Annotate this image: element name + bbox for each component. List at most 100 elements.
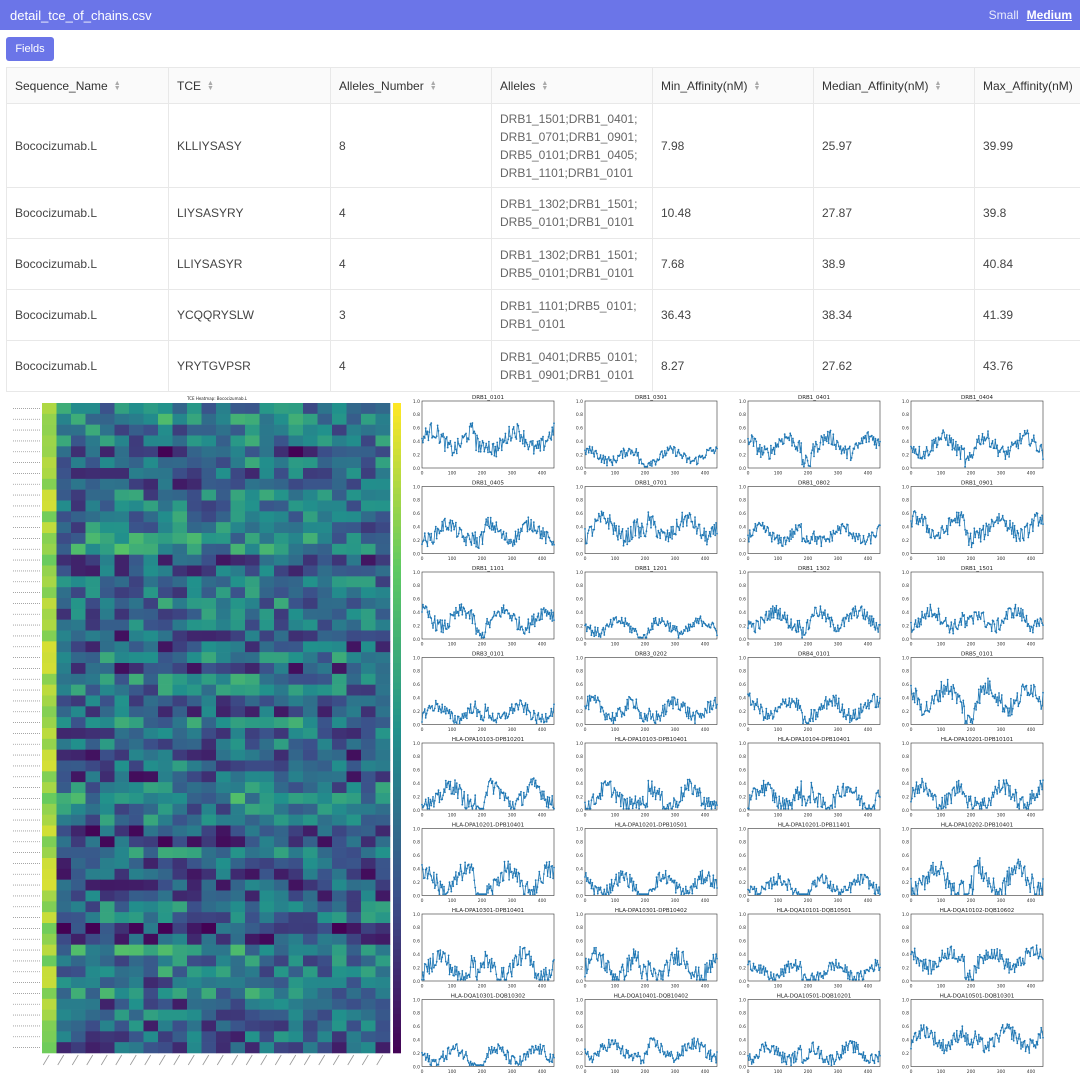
y-tick-label: 1.0 [413,997,420,1003]
x-tick-label: 400 [1027,813,1036,819]
x-tick-label: 0 [910,984,913,990]
x-tick-label: 100 [937,642,946,648]
y-tick-label: 0.4 [739,439,746,445]
table-row[interactable]: Bococizumab.L KLLIYSASY 8 DRB1_1501;DRB1_04… [6,103,1080,188]
x-tick-label: 200 [967,898,976,904]
y-tick-label: 0.8 [902,840,909,846]
y-tick-label: 0.4 [902,439,909,445]
table-cell: 38.9 [813,238,975,290]
x-tick-label: 300 [997,642,1006,648]
y-tick-label: 1.0 [413,655,420,661]
column-header-median-affinity-nm[interactable]: Median_Affinity(nM) ▲ ▼ [813,67,975,104]
column-header-min-affinity-nm[interactable]: Min_Affinity(nM) ▲ ▼ [652,67,814,104]
series-points [910,603,1044,635]
y-tick-label: 0.0 [576,1064,583,1070]
data-table: Sequence_Name ▲ ▼ TCE ▲ ▼ Alleles_Number ▲ ▼ Alle… [6,67,1080,393]
sort-icon[interactable]: ▲▼ [113,80,121,93]
x-tick-label: 400 [1027,984,1036,990]
size-medium-option[interactable]: Medium [1026,8,1072,22]
y-tick-label: 0.2 [576,709,583,715]
x-tick-label: 400 [538,1069,547,1075]
column-header-sequence-name[interactable]: Sequence_Name ▲ ▼ [6,67,169,104]
y-tick-label: 0.4 [902,1038,909,1044]
x-tick-label: 400 [538,471,547,477]
table-row[interactable]: Bococizumab.L YCQQRYSLW 3 DRB1_1101;DRB5_01… [6,289,1080,341]
fields-button[interactable]: Fields [6,37,54,61]
y-tick-label: 0.6 [413,1024,420,1030]
y-tick-label: 0.0 [902,893,909,899]
x-tick-label: 300 [508,984,517,990]
x-tick-label: 0 [910,727,913,733]
allele-chart-drb3-0202: DRB3_0202 0.0 0.2 0.4 0.6 0.8 1.0 0 100 200 300 400 [576,652,718,733]
sort-icon[interactable]: ▲▼ [429,80,437,93]
column-header-alleles-number[interactable]: Alleles_Number ▲ ▼ [330,67,492,104]
series-points [747,429,881,468]
chart-frame [421,742,555,811]
y-tick-label: 0.4 [413,867,420,873]
x-tick-label: 0 [910,642,913,648]
x-tick-label: 300 [834,727,843,733]
allele-chart-hla-dpa10201-dpb11401: HLA-DPA10201-DPB11401 0.0 0.2 0.4 0.6 0.8 1.0 0… [739,823,881,904]
y-tick-label: 0.0 [902,808,909,814]
x-tick-label: 100 [774,727,783,733]
size-small-option[interactable]: Small [988,8,1019,22]
table-cell: 7.68 [652,238,814,290]
table-cell: 8.27 [652,340,814,392]
sort-icon[interactable]: ▲▼ [1079,80,1080,92]
y-tick-label: 0.6 [413,682,420,688]
series-points [910,1023,1044,1055]
allele-chart-drb1-0401: DRB1_0401 0.0 0.2 0.4 0.6 0.8 1.0 0 100 200 300 400 [739,395,881,477]
allele-chart-hla-dpa10201-dpb10501: HLA-DPA10201-DPB10501 0.0 0.2 0.4 0.6 0.8 1.0 0… [576,823,718,904]
y-tick-label: 1.0 [902,997,909,1003]
x-tick-label: 100 [448,471,457,477]
series-points [910,510,1044,549]
x-tick-label: 100 [937,813,946,819]
x-tick-label: 0 [421,984,424,990]
column-header-label: Alleles_Number [339,78,424,93]
x-tick-label: 200 [967,642,976,648]
y-tick-label: 0.4 [413,610,420,616]
y-tick-label: 0.0 [739,551,746,557]
x-tick-label: 200 [804,984,813,990]
y-tick-label: 0.6 [413,939,420,945]
table-cell: 43.76 [974,340,1080,392]
allele-chart-drb1-1201: DRB1_1201 0.0 0.2 0.4 0.6 0.8 1.0 0 100 200 300 400 [576,566,718,648]
x-tick-label: 100 [611,642,620,648]
x-tick-label: 0 [421,556,424,562]
column-header-max-affinity-nm[interactable]: Max_Affinity(nM) ▲▼ [974,67,1080,104]
sort-icon[interactable]: ▲▼ [207,80,214,93]
y-tick-label: 0.4 [902,867,909,873]
y-tick-label: 0.4 [739,525,746,531]
x-tick-label: 400 [538,556,547,562]
y-tick-label: 0.8 [576,669,583,675]
x-tick-label: 100 [937,471,946,477]
allele-chart-drb1-0901: DRB1_0901 0.0 0.2 0.4 0.6 0.8 1.0 0 100 200 300 400 [902,481,1044,562]
table-row[interactable]: Bococizumab.L YRYTGVPSR 4 DRB1_0401;DRB5_01… [6,340,1080,392]
sort-icon[interactable]: ▲▼ [541,80,549,93]
x-tick-label: 400 [701,984,710,990]
series-points [421,516,555,549]
column-header-alleles[interactable]: Alleles ▲ ▼ [491,67,653,104]
sort-icon[interactable]: ▲▼ [934,80,942,93]
x-tick-label: 100 [774,813,783,819]
x-tick-label: 200 [478,984,487,990]
y-tick-label: 1.0 [739,484,746,490]
table-row[interactable]: Bococizumab.L LLIYSASYR 4 DRB1_1302;DRB1_15… [6,238,1080,290]
y-tick-label: 0.4 [739,1038,746,1044]
chart-frame [747,400,881,469]
y-tick-label: 0.2 [413,538,420,544]
y-tick-label: 0.2 [413,452,420,458]
chart-frame [584,999,718,1067]
sort-icon[interactable]: ▲▼ [753,80,761,93]
chart-title: HLA-DPA10103-DPB10401 [615,737,687,743]
chart-title: HLA-DPA10104-DPB10401 [778,737,850,743]
y-tick-label: 0.2 [576,880,583,886]
x-tick-label: 300 [508,813,517,819]
y-tick-label: 0.6 [739,426,746,432]
table-cell: 8 [330,103,492,188]
y-tick-label: 1.0 [739,826,746,832]
column-header-tce[interactable]: TCE ▲ ▼ [168,67,331,104]
y-tick-label: 1.0 [739,741,746,747]
table-cell: 10.48 [652,187,814,239]
table-row[interactable]: Bococizumab.L LIYSASYRY 4 DRB1_1302;DRB1_15… [6,187,1080,239]
